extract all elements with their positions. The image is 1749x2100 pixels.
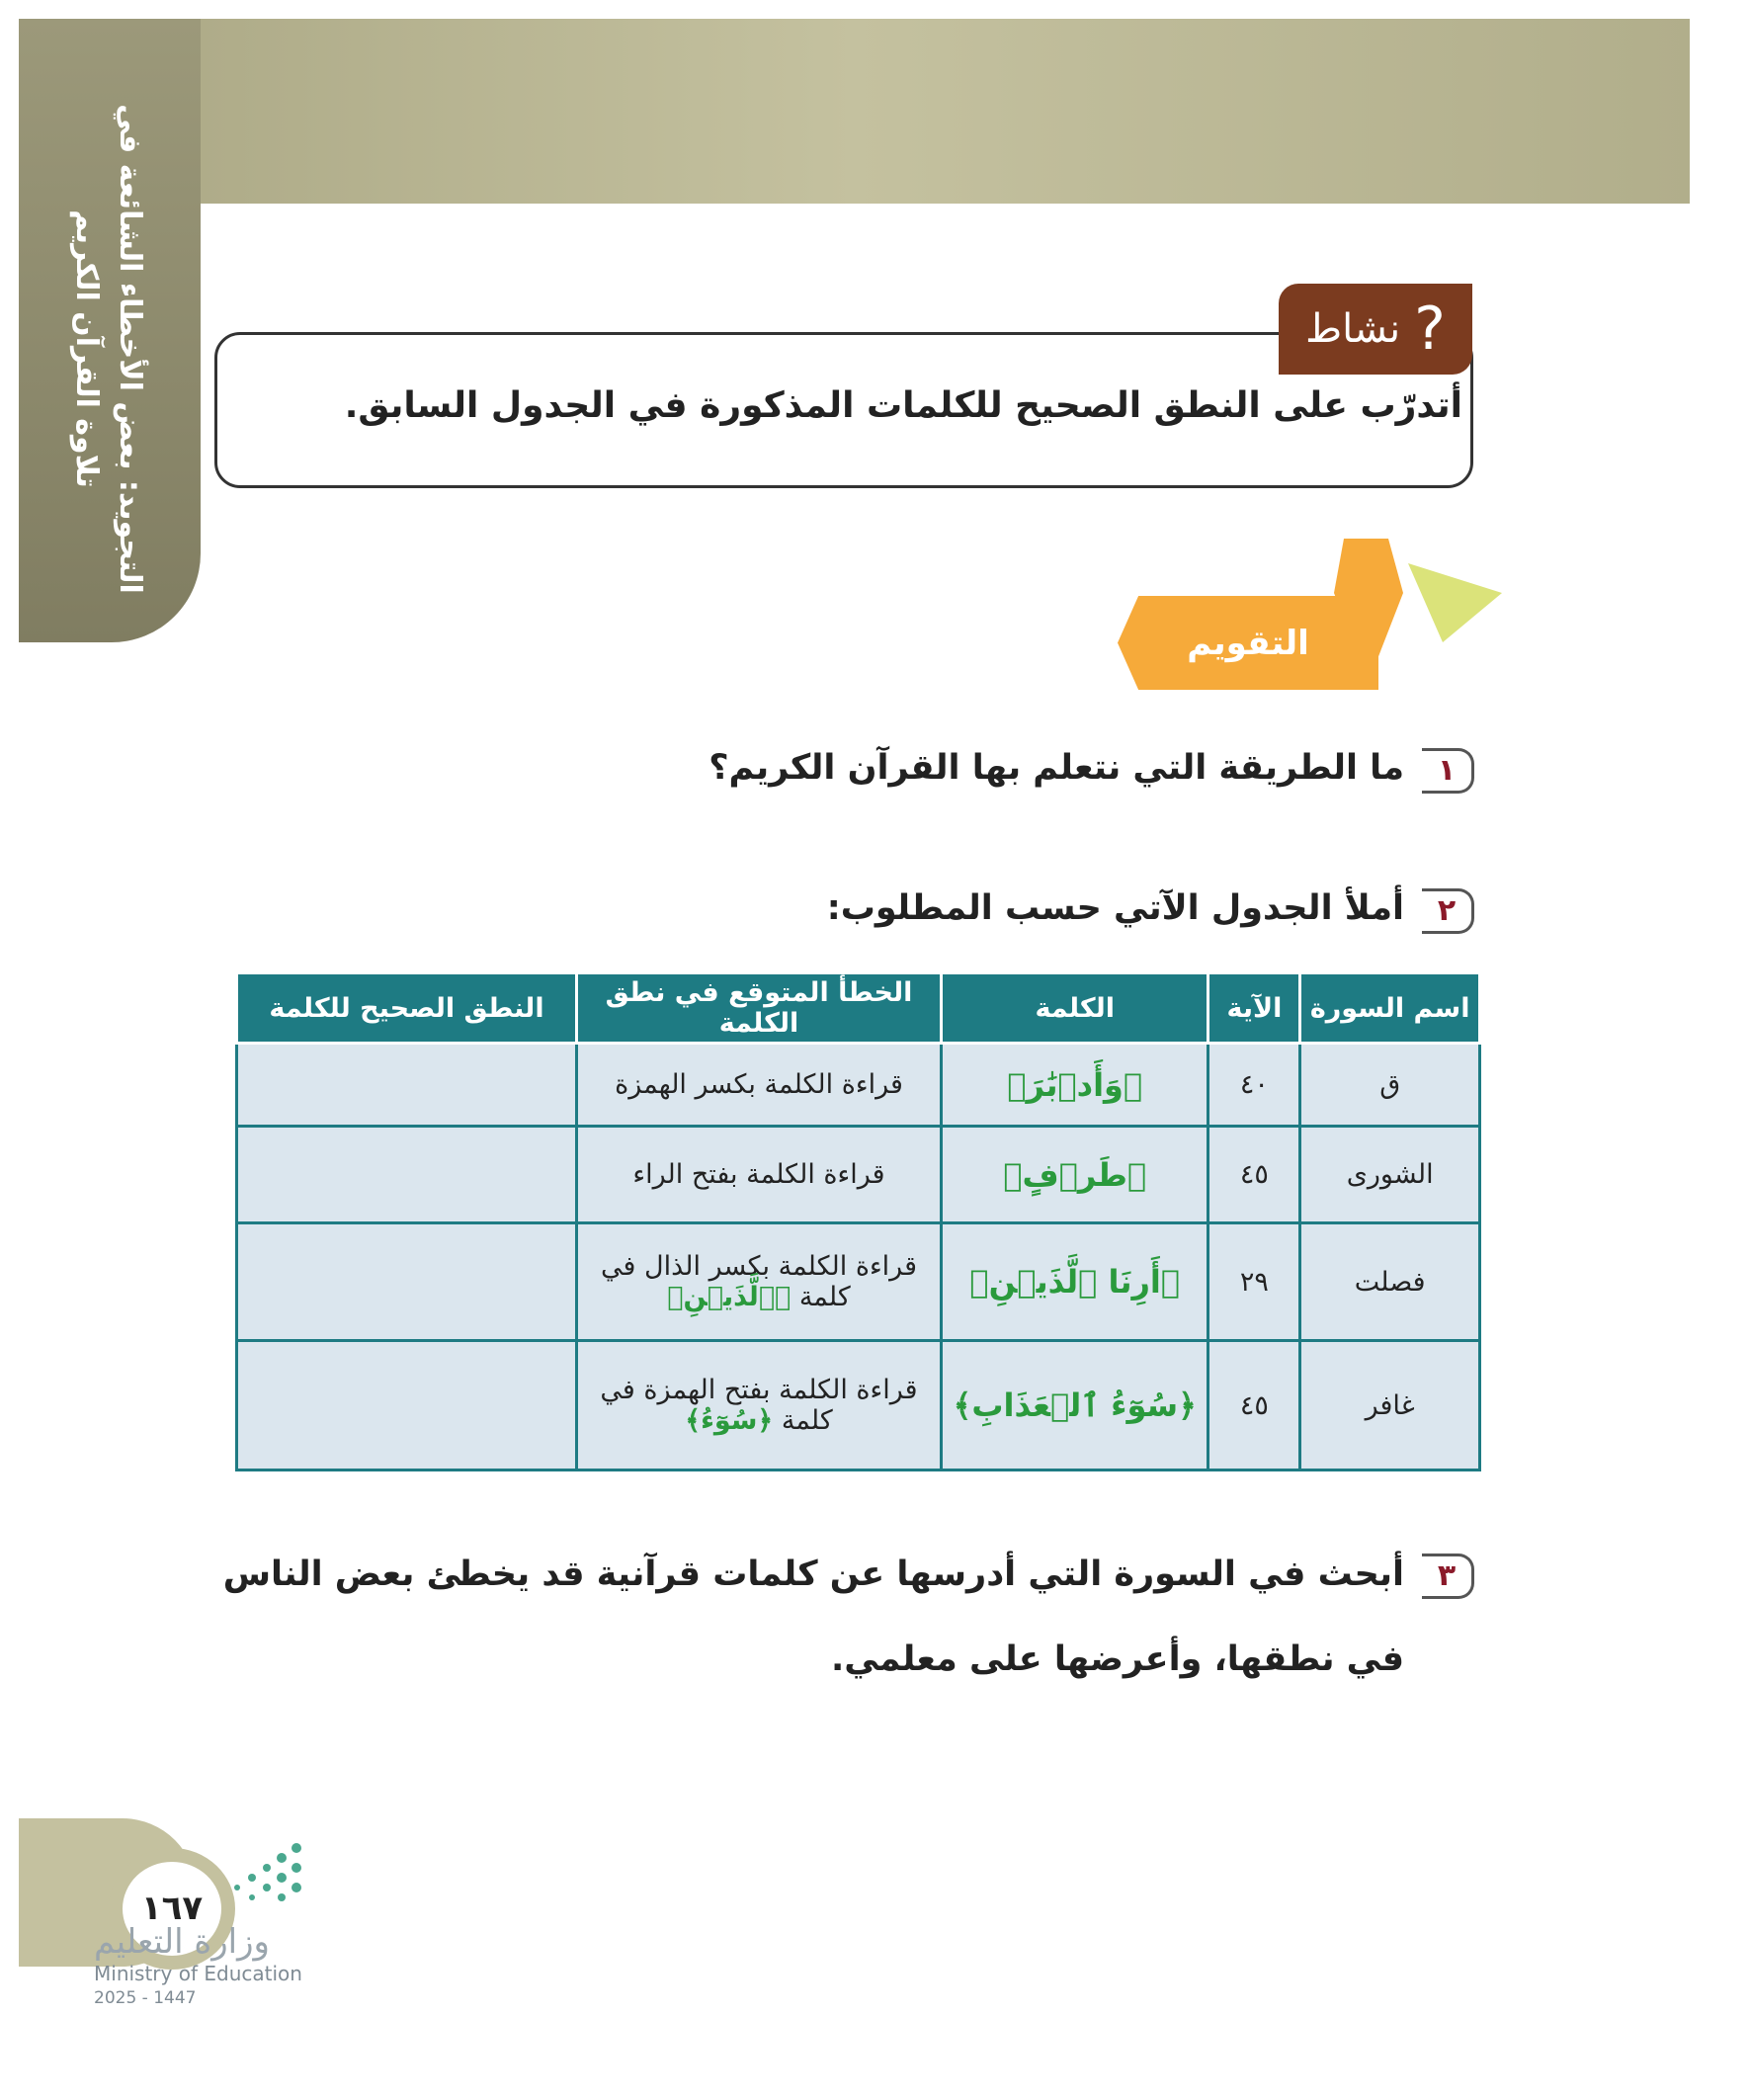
cell: قراءة الكلمة بكسر الذال في كلمة ﴿ٱلَّذَي…: [575, 1221, 943, 1342]
row: غافر ٤٥ ﴿سُوٓءُ ٱلۡعَذَابِ﴾ قراءة الكلمة…: [235, 1339, 1481, 1471]
row: فصلت ٢٩ ﴿أَرِنَا ٱلَّذَيۡنِ﴾ قراءة الكلم…: [235, 1221, 1481, 1342]
question-text: أبحث في السورة التي أدرسها عن كلمات قرآن…: [222, 1554, 1404, 1679]
ministry-english: Ministry of Education: [94, 1962, 302, 1985]
question-number: ٣: [1422, 1554, 1474, 1599]
question-number: ١: [1422, 748, 1474, 794]
cell: ﴿طَرۡفٍ﴾: [939, 1125, 1210, 1224]
cell: قراءة الكلمة بكسر الهمزة: [575, 1042, 943, 1128]
question: ٣ أبحث في السورة التي أدرسها عن كلمات قرآ…: [219, 1532, 1474, 1702]
error-word: ﴿سُوٓءُ﴾: [685, 1405, 774, 1436]
cell: [235, 1221, 578, 1342]
question: ١ ما الطريقة التي نتعلم بها القرآن الكريم…: [289, 748, 1474, 794]
error-text: قراءة الكلمة بفتح الهمزة في كلمة: [600, 1375, 918, 1436]
cell: ﴿سُوٓءُ ٱلۡعَذَابِ﴾: [939, 1339, 1210, 1471]
cell: ٤٥: [1207, 1339, 1302, 1471]
cell: الشورى: [1298, 1125, 1481, 1224]
header-cell: الآية: [1207, 974, 1302, 1045]
side-title: التجويد: بعض الأخطاء الشائعة في تلاوة ال…: [64, 72, 151, 626]
question-text: ما الطريقة التي نتعلم بها القرآن الكريم؟: [708, 748, 1404, 788]
header-cell: الخطأ المتوقع في نطق الكلمة: [575, 974, 943, 1045]
cell: غافر: [1298, 1339, 1481, 1471]
side-title-line: تلاوة القرآن الكريم: [69, 210, 104, 488]
header-cell: الكلمة: [939, 974, 1210, 1045]
cell: ٢٩: [1207, 1221, 1302, 1342]
years: 2025 - 1447: [94, 1988, 197, 2008]
cell: ٤٥: [1207, 1125, 1302, 1224]
evaluation-label: التقويم: [1118, 596, 1378, 690]
header-band: [19, 19, 1690, 204]
icon: ?: [1414, 294, 1446, 364]
cell: ﴿أَرِنَا ٱلَّذَيۡنِ﴾: [939, 1221, 1210, 1342]
logo-dots: [234, 1843, 301, 1901]
cell: قراءة الكلمة بفتح الهمزة في كلمة ﴿سُوٓءُ…: [575, 1339, 943, 1471]
error-word: ﴿ٱلَّذَيۡنِ﴾: [667, 1282, 791, 1312]
activity-text: أتدرّب على النطق الصحيح للكلمات المذكورة…: [344, 385, 1462, 426]
header-row: اسم السورة الآية الكلمة الخطأ المتوقع في…: [235, 974, 1481, 1045]
activity-label: ? نشاط: [1279, 284, 1472, 375]
ministry-logo: [234, 1843, 301, 1901]
header-cell: اسم السورة: [1298, 974, 1481, 1045]
cell: ٤٠: [1207, 1042, 1302, 1128]
error-text: قراءة الكلمة بكسر الذال في كلمة: [601, 1251, 917, 1312]
cell: [235, 1125, 578, 1224]
cell: قراءة الكلمة بفتح الراء: [575, 1125, 943, 1224]
cell: [235, 1042, 578, 1128]
side-tab: التجويد: بعض الأخطاء الشائعة في تلاوة ال…: [19, 19, 201, 642]
cell: فصلت: [1298, 1221, 1481, 1342]
activity-box: [214, 332, 1473, 488]
question-number: ٢: [1422, 888, 1474, 934]
row: الشورى ٤٥ ﴿طَرۡفٍ﴾ قراءة الكلمة بفتح الر…: [235, 1125, 1481, 1224]
paper: [1408, 563, 1502, 642]
question: ٢ أملأ الجدول الآتي حسب المطلوب:: [289, 888, 1474, 934]
cell: [235, 1339, 578, 1471]
header-cell: النطق الصحيح للكلمة: [235, 974, 578, 1045]
ministry-arabic: وزارة التعليم: [94, 1922, 270, 1962]
row: ق ٤٠ ﴿وَأَدۡبَٰرَ﴾ قراءة الكلمة بكسر اله…: [235, 1042, 1481, 1128]
cell: ﴿وَأَدۡبَٰرَ﴾: [939, 1042, 1210, 1128]
table: اسم السورة الآية الكلمة الخطأ المتوقع في…: [235, 974, 1481, 1471]
side-title-line: التجويد: بعض الأخطاء الشائعة في: [113, 104, 147, 594]
label: نشاط: [1305, 306, 1401, 352]
cell: ق: [1298, 1042, 1481, 1128]
question-text: أملأ الجدول الآتي حسب المطلوب:: [826, 888, 1404, 928]
